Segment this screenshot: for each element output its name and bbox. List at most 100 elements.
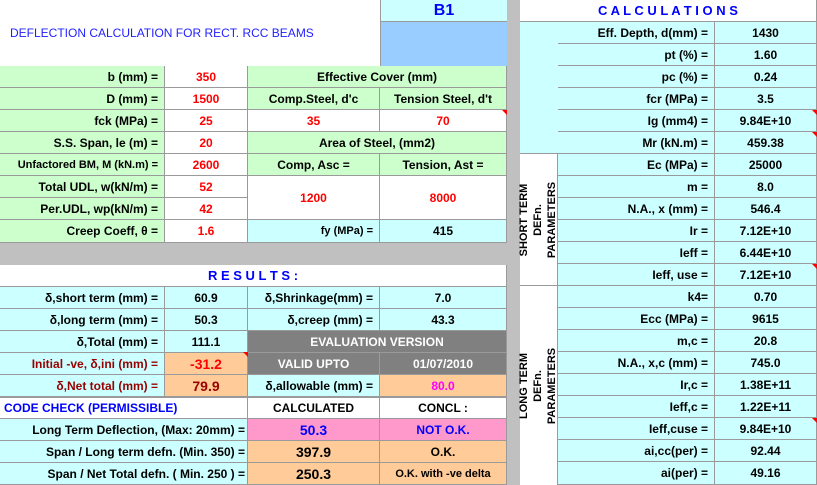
long-label: k4= [558, 286, 715, 308]
steel-comp-label: Comp, Asc = [248, 154, 380, 176]
comment-indicator[interactable] [812, 110, 817, 115]
valid-date: 01/07/2010 [380, 353, 507, 375]
calc-label: fcr (MPa) = [558, 88, 715, 110]
check-row-conclusion: NOT O.K. [380, 419, 507, 441]
short-value: 546.4 [715, 198, 817, 220]
cover-comp-input[interactable]: 35 [248, 110, 380, 132]
value-long: 50.3 [165, 309, 248, 331]
long-value: 9.84E+10 [715, 418, 817, 440]
cover-tens-label: Tension Steel, d't [380, 88, 507, 110]
label-ini: Initial -ve, δ,ini (mm) = [0, 353, 165, 375]
label-net: δ,Net total (mm) = [0, 375, 165, 397]
short-label: N.A., x (mm) = [558, 198, 715, 220]
calc-value: 0.24 [715, 66, 817, 88]
check-row-label: Span / Net Total defn. ( Min. 250 ) = [0, 463, 248, 485]
calc-label: Eff. Depth, d(mm) = [558, 22, 715, 44]
input-bm[interactable]: 2600 [165, 154, 248, 176]
input-fck[interactable]: 25 [165, 110, 248, 132]
label-shrink: δ,Shrinkage(mm) = [248, 287, 380, 309]
calc-blank-column [520, 22, 558, 154]
label-bm: Unfactored BM, M (kN.m) = [0, 154, 165, 176]
input-span[interactable]: 20 [165, 132, 248, 154]
long-value: 20.8 [715, 330, 817, 352]
cover-tens-input[interactable]: 70 [380, 110, 507, 132]
label-D: D (mm) = [0, 88, 165, 110]
check-row-value: 250.3 [248, 463, 380, 485]
check-row-conclusion: O.K. [380, 441, 507, 463]
section-separator [0, 243, 507, 265]
evaluation-banner: EVALUATION VERSION [248, 331, 507, 353]
label-fck: fck (MPa) = [0, 110, 165, 132]
comment-indicator[interactable] [812, 418, 817, 423]
value-short: 60.9 [165, 287, 248, 309]
long-term-title: LONG TERM DEFn. PARAMETERS [519, 286, 559, 485]
short-label: Ir = [558, 220, 715, 242]
steel-tens-input[interactable]: 8000 [380, 176, 507, 220]
value-ini: -31.2 [165, 353, 248, 375]
calc-value: 9.84E+10 [715, 110, 817, 132]
steel-tens-label: Tension, Ast = [380, 154, 507, 176]
calc-label: Mr (kN.m) = [558, 132, 715, 154]
long-label: Ieff,c = [558, 396, 715, 418]
comment-indicator[interactable] [812, 264, 817, 269]
calculations-header: C A L C U L A T I O N S [520, 0, 817, 22]
long-value: 49.16 [715, 462, 817, 485]
label-b: b (mm) = [0, 66, 165, 88]
check-row-conclusion: O.K. with -ve delta [380, 463, 507, 485]
long-value: 1.22E+11 [715, 396, 817, 418]
calc-value: 1430 [715, 22, 817, 44]
label-total: δ,Total (mm) = [0, 331, 165, 353]
code-check-header: CODE CHECK (PERMISSIBLE) [0, 397, 248, 419]
long-value: 745.0 [715, 352, 817, 374]
calc-label: Ig (mm4) = [558, 110, 715, 132]
value-allow: 80.0 [380, 375, 507, 397]
steel-header: Area of Steel, (mm2) [248, 132, 507, 154]
long-label: ai(per) = [558, 462, 715, 485]
check-row-value: 50.3 [248, 419, 380, 441]
input-udl[interactable]: 52 [165, 176, 248, 198]
value-net: 79.9 [165, 375, 248, 397]
long-label: m,c = [558, 330, 715, 352]
long-label: Ieff,cuse = [558, 418, 715, 440]
steel-comp-input[interactable]: 1200 [248, 176, 380, 220]
calc-value: 459.38 [715, 132, 817, 154]
check-row-value: 397.9 [248, 441, 380, 463]
short-label: m = [558, 176, 715, 198]
calculated-header: CALCULATED [248, 397, 380, 419]
beam-id-header: B1 [380, 0, 507, 22]
short-value: 25000 [715, 154, 817, 176]
input-b[interactable]: 350 [165, 66, 248, 88]
value-total: 111.1 [165, 331, 248, 353]
results-header: R E S U L T S : [0, 265, 507, 287]
short-label: Ieff = [558, 242, 715, 264]
cover-comp-label: Comp.Steel, d'c [248, 88, 380, 110]
check-row-label: Long Term Deflection, (Max: 20mm) = [0, 419, 248, 441]
column-separator [507, 0, 520, 485]
label-span: S.S. Span, le (m) = [0, 132, 165, 154]
long-value: 9615 [715, 308, 817, 330]
short-term-title: SHORT TERM DEFn. PARAMETERS [519, 154, 559, 286]
short-value: 7.12E+10 [715, 220, 817, 242]
short-label: Ec (MPa) = [558, 154, 715, 176]
value-shrink: 7.0 [380, 287, 507, 309]
input-D[interactable]: 1500 [165, 88, 248, 110]
long-value: 1.38E+11 [715, 374, 817, 396]
input-perudl[interactable]: 42 [165, 198, 248, 220]
label-short: δ,short term (mm) = [0, 287, 165, 309]
calc-label: pt (%) = [558, 44, 715, 66]
page-title: DEFLECTION CALCULATION FOR RECT. RCC BEA… [0, 0, 380, 66]
short-label: Ieff, use = [558, 264, 715, 286]
beam-id-input[interactable] [380, 22, 507, 66]
long-label: ai,cc(per) = [558, 440, 715, 462]
label-long: δ,long term (mm) = [0, 309, 165, 331]
label-creepd: δ,creep (mm) = [248, 309, 380, 331]
input-creep[interactable]: 1.6 [165, 220, 248, 243]
fy-label: fy (MPa) = [248, 220, 380, 243]
comment-indicator[interactable] [502, 110, 507, 115]
long-label: Ir,c = [558, 374, 715, 396]
long-label: N.A., x,c (mm) = [558, 352, 715, 374]
check-row-label: Span / Long term defn. (Min. 350) = [0, 441, 248, 463]
fy-value: 415 [380, 220, 507, 243]
comment-indicator[interactable] [243, 352, 248, 357]
comment-indicator[interactable] [812, 132, 817, 137]
